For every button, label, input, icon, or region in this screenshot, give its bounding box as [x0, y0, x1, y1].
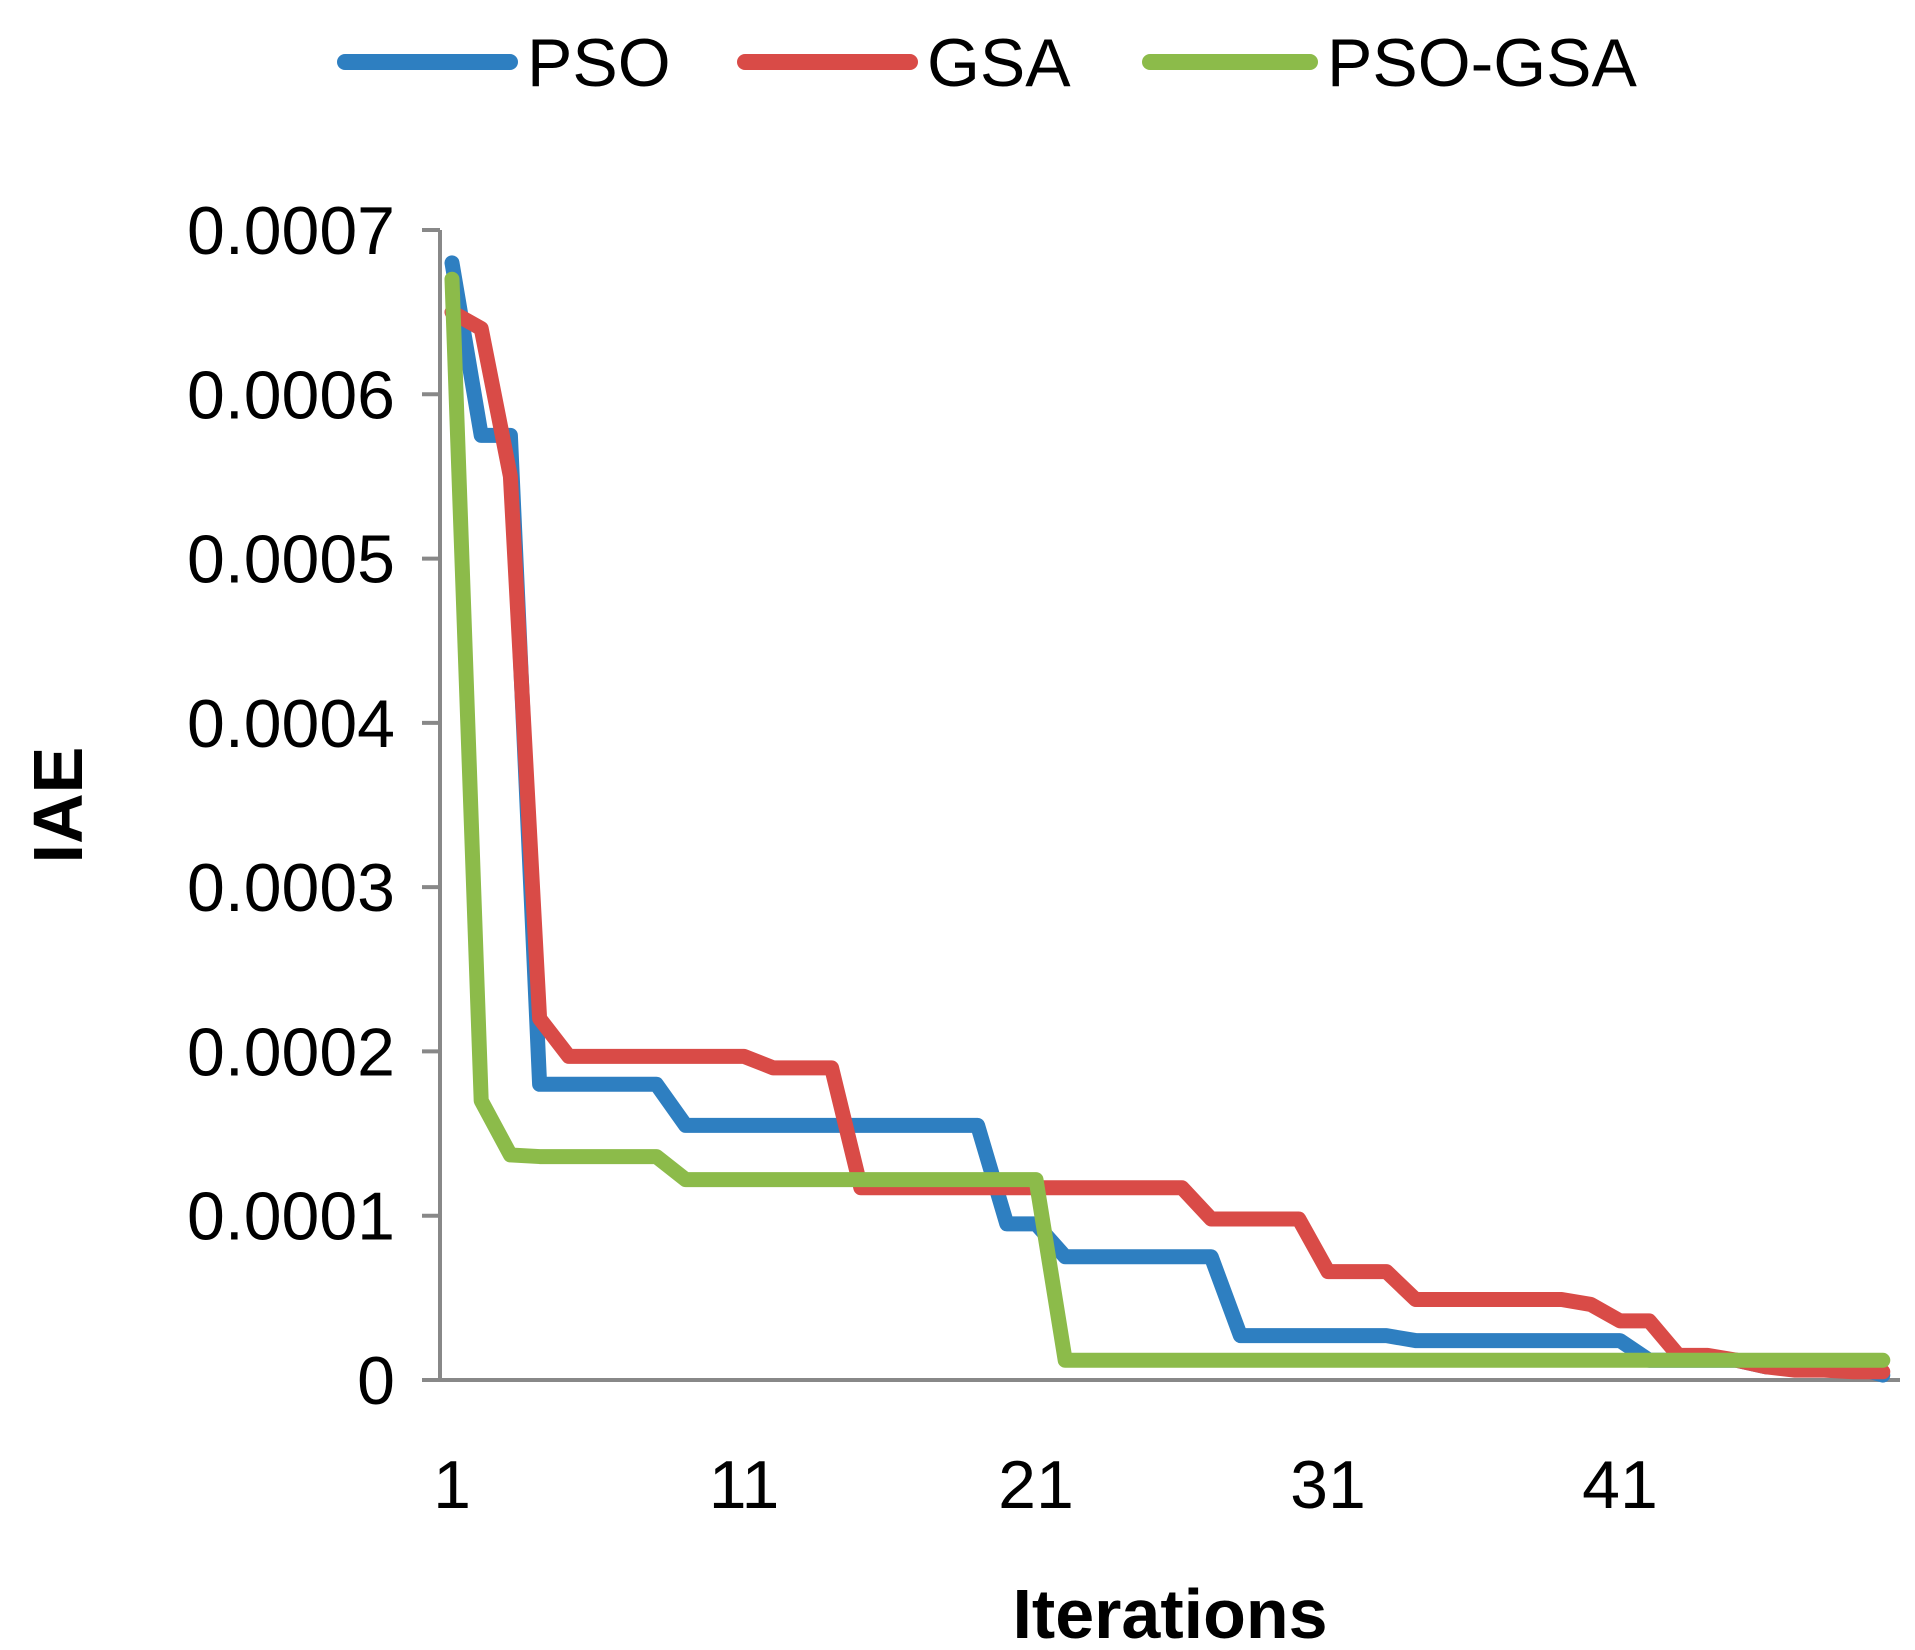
y-tick-label: 0.0003: [187, 850, 395, 926]
x-tick-label: 41: [1582, 1447, 1658, 1523]
series-layer: [444, 255, 1891, 1383]
y-tick-label: 0.0002: [187, 1014, 395, 1090]
legend-label-pso-gsa: PSO-GSA: [1327, 25, 1637, 101]
axes: 0 0.0001 0.0002 0.0003 0.0004 0.0005 0.0006 0.0…: [187, 193, 1900, 1523]
y-ticks: 0 0.0001 0.0002 0.0003 0.0004 0.0005 0.0006 0.0…: [187, 193, 440, 1419]
y-tick-label: 0: [357, 1343, 395, 1419]
y-axis-title: IAE: [19, 747, 97, 864]
y-tick-label: 0.0005: [187, 522, 395, 598]
legend-label-gsa: GSA: [927, 25, 1071, 101]
series-line-pso: [444, 255, 1891, 1383]
x-tick-label: 21: [998, 1447, 1074, 1523]
y-tick-label: 0.0001: [187, 1179, 395, 1255]
x-tick-label: 31: [1290, 1447, 1366, 1523]
legend: PSO GSA PSO-GSA: [337, 25, 1637, 101]
y-tick-label: 0.0004: [187, 686, 395, 762]
series-line-pso-gsa: [444, 271, 1891, 1368]
x-tick-label: 1: [433, 1447, 471, 1523]
y-tick-label: 0.0006: [187, 357, 395, 433]
legend-label-pso: PSO: [527, 25, 671, 101]
y-tick-label: 0.0007: [187, 193, 395, 269]
x-tick-label: 11: [709, 1447, 780, 1523]
x-ticks: 1 11 21 31 41: [433, 1447, 1658, 1523]
x-axis-title: Iterations: [1012, 1575, 1327, 1650]
series-line-gsa: [444, 304, 1891, 1380]
